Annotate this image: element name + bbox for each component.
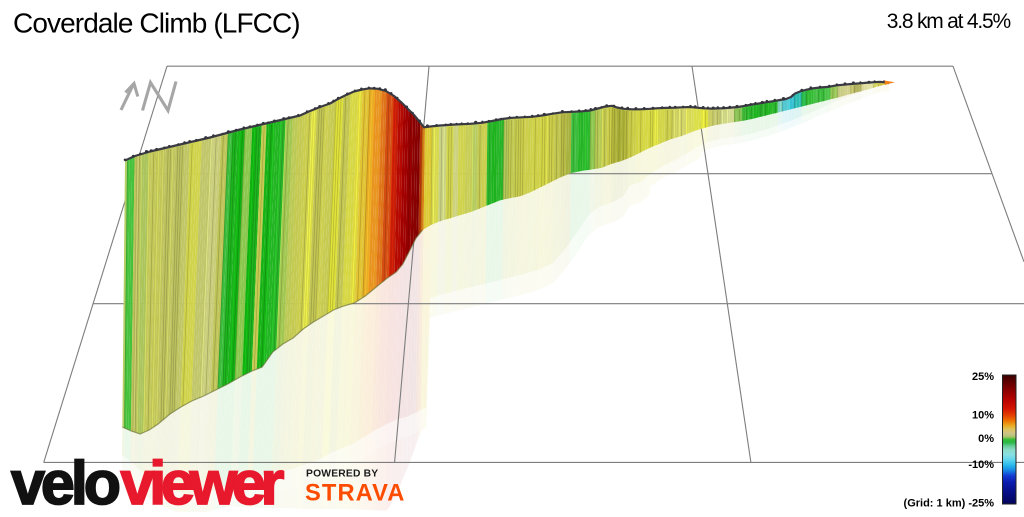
svg-text:(Grid: 1 km) -25%: (Grid: 1 km) -25% [904,498,995,510]
svg-text:viewer: viewer [121,449,284,512]
svg-text:-10%: -10% [968,459,994,471]
svg-text:0%: 0% [978,433,994,445]
svg-text:10%: 10% [972,410,994,422]
svg-text:POWERED BY: POWERED BY [306,469,378,480]
svg-text:velo: velo [11,449,119,512]
svg-text:STRAVA: STRAVA [305,481,405,507]
svg-text:3.8 km at 4.5%: 3.8 km at 4.5% [887,10,1011,33]
svg-text:Coverdale Climb (LFCC): Coverdale Climb (LFCC) [13,7,300,38]
svg-text:25%: 25% [972,371,994,383]
